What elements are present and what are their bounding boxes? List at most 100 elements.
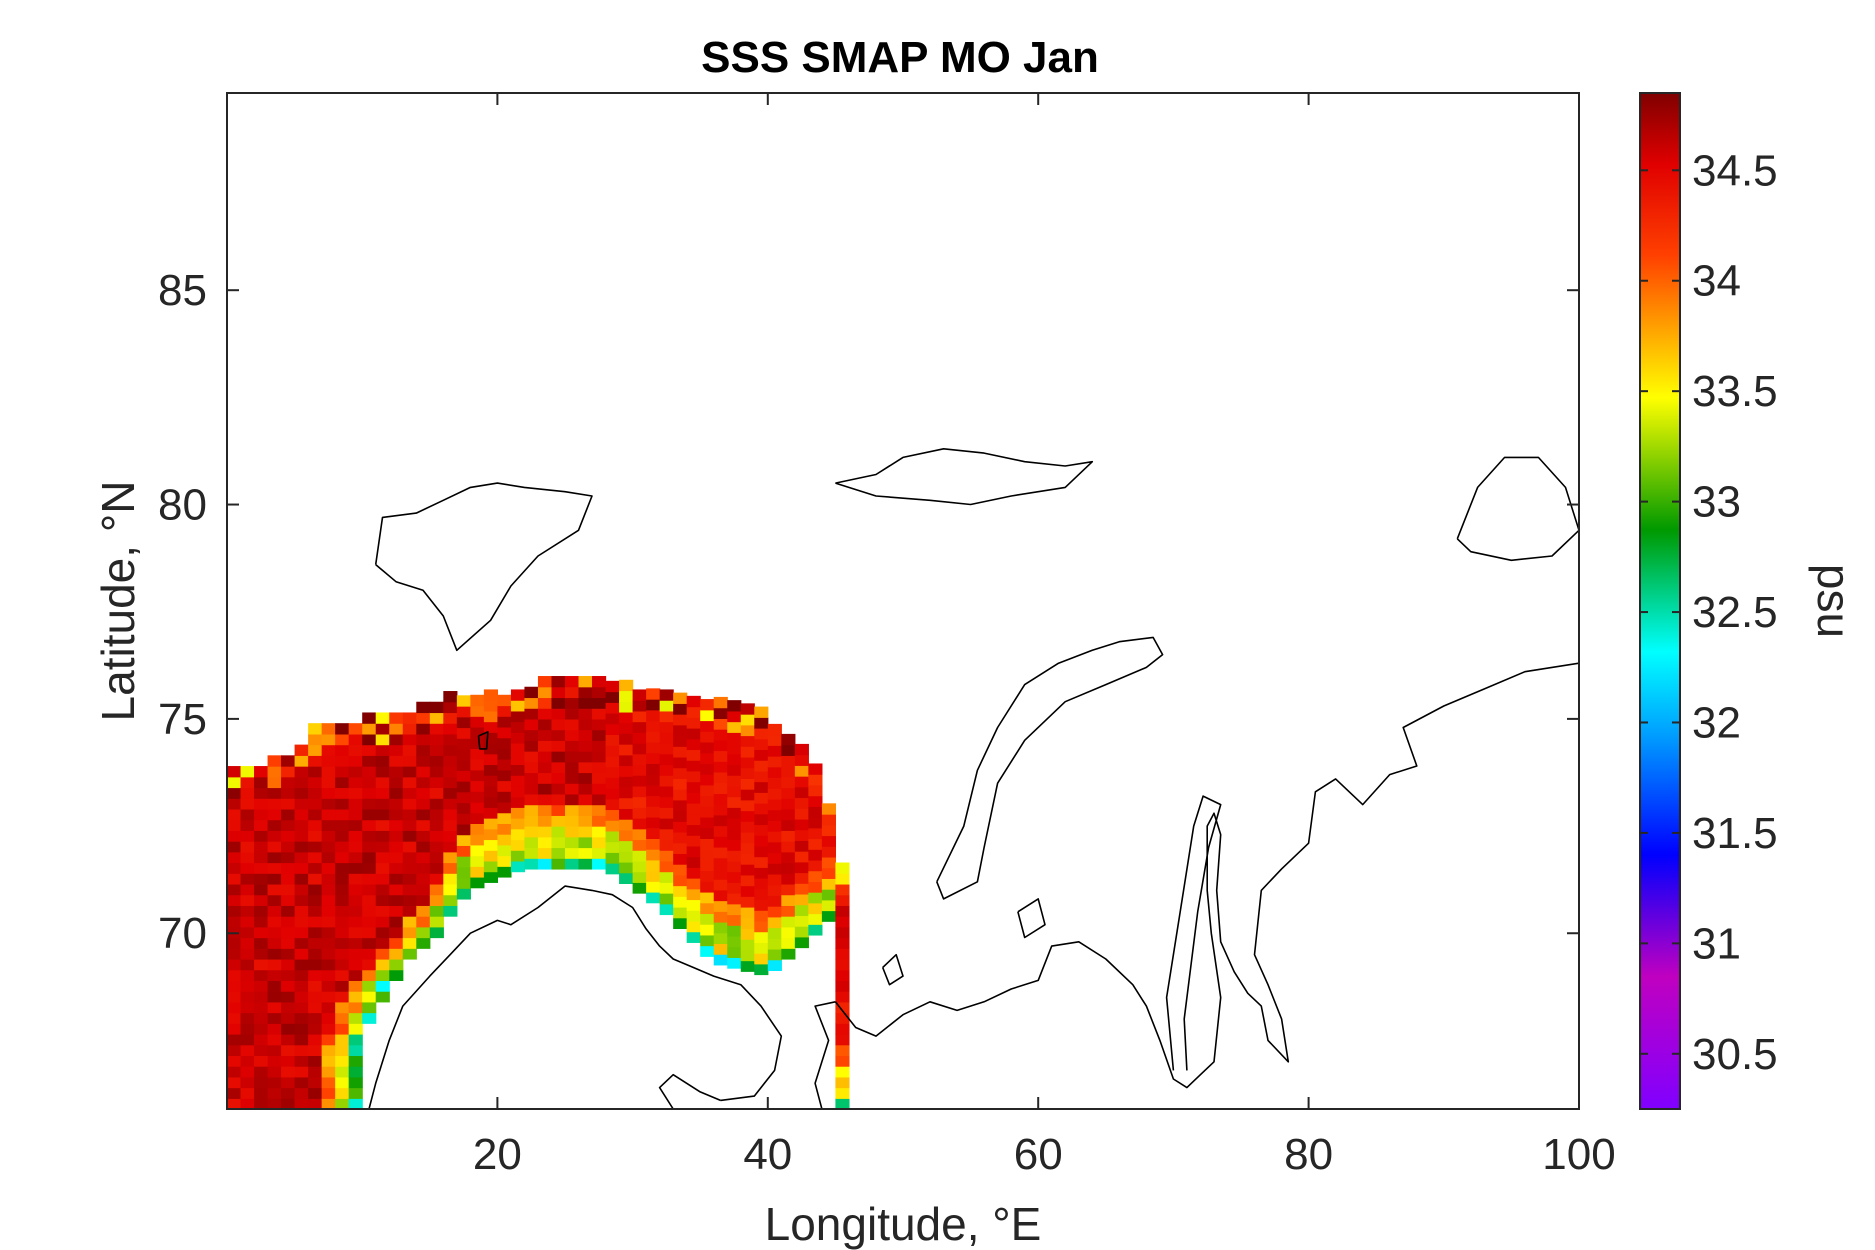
salinity-cell: [227, 862, 242, 874]
salinity-cell: [686, 931, 701, 943]
salinity-cell: [605, 777, 620, 789]
salinity-cell: [443, 691, 458, 703]
salinity-cell: [537, 740, 553, 752]
salinity-cell: [254, 980, 269, 992]
salinity-cell: [740, 821, 755, 833]
salinity-cell: [321, 926, 336, 939]
salinity-cell: [592, 676, 607, 688]
salinity-cell: [429, 830, 444, 842]
salinity-cell: [483, 775, 498, 787]
salinity-cell: [537, 783, 553, 795]
salinity-cell: [294, 1098, 309, 1109]
salinity-cell: [632, 689, 647, 701]
salinity-cell: [294, 1023, 309, 1035]
salinity-cell: [348, 948, 363, 960]
salinity-cell: [227, 808, 242, 821]
salinity-cell: [632, 700, 647, 712]
salinity-cell: [835, 1098, 850, 1109]
salinity-cell: [416, 830, 431, 842]
salinity-cell: [456, 813, 471, 825]
salinity-cell: [646, 709, 661, 722]
salinity-cell: [740, 906, 755, 919]
salinity-cell: [646, 731, 661, 743]
salinity-cell: [754, 728, 769, 740]
salinity-cell: [321, 1044, 336, 1057]
salinity-cell: [294, 1066, 309, 1078]
salinity-cell: [281, 894, 296, 906]
salinity-cell: [335, 905, 350, 917]
salinity-cell: [227, 905, 242, 917]
salinity-cell: [240, 787, 255, 799]
salinity-cell: [483, 689, 498, 701]
x-tick-label: 100: [1542, 1130, 1615, 1179]
salinity-cell: [646, 838, 661, 850]
salinity-cell: [335, 937, 350, 949]
salinity-cell: [632, 807, 647, 819]
salinity-cell: [565, 729, 580, 741]
salinity-cell: [646, 859, 661, 872]
salinity-cell: [686, 878, 701, 890]
salinity-cell: [402, 937, 417, 949]
salinity-cell: [281, 926, 296, 939]
salinity-cell: [375, 948, 390, 960]
salinity-cell: [754, 749, 769, 761]
salinity-cell: [578, 676, 593, 688]
salinity-cell: [456, 770, 471, 782]
salinity-cell: [713, 879, 728, 891]
salinity-cell: [565, 697, 580, 709]
salinity-cell: [551, 708, 566, 720]
salinity-cell: [402, 851, 417, 864]
salinity-cell: [727, 775, 742, 787]
salinity-cell: [254, 1033, 269, 1046]
salinity-cell: [483, 764, 498, 776]
salinity-cell: [456, 706, 471, 718]
colorbar-tick-label: 32.5: [1692, 588, 1778, 637]
salinity-cell: [605, 766, 620, 778]
salinity-heatmap: [227, 676, 850, 1109]
salinity-cell: [456, 866, 471, 879]
salinity-cell: [443, 723, 458, 735]
salinity-cell: [348, 830, 363, 842]
y-tick-label: 70: [158, 909, 207, 958]
salinity-cell: [754, 963, 769, 976]
salinity-cell: [619, 851, 634, 863]
salinity-cell: [254, 937, 269, 949]
salinity-cell: [389, 894, 404, 906]
salinity-cell: [321, 798, 336, 810]
salinity-cell: [632, 753, 647, 766]
salinity-cell: [281, 1066, 296, 1078]
salinity-cell: [254, 830, 269, 842]
salinity-cell: [700, 859, 715, 872]
salinity-cell: [227, 798, 242, 810]
salinity-cell: [416, 808, 431, 821]
salinity-cell: [267, 841, 282, 853]
salinity-cell: [767, 777, 782, 789]
salinity-cell: [632, 850, 647, 862]
salinity-cell: [362, 841, 377, 853]
salinity-cell: [659, 871, 674, 883]
salinity-cell: [767, 798, 782, 811]
salinity-cell: [389, 948, 404, 960]
salinity-cell: [551, 826, 566, 838]
salinity-cell: [551, 847, 566, 859]
salinity-cell: [389, 873, 404, 885]
salinity-cell: [321, 1098, 336, 1109]
salinity-cell: [294, 1087, 309, 1099]
salinity-cell: [294, 755, 309, 767]
salinity-cell: [254, 1076, 269, 1089]
salinity-cell: [443, 733, 458, 746]
y-axis-label: Latitude, °N: [92, 481, 144, 722]
salinity-cell: [686, 706, 701, 718]
salinity-cell: [646, 816, 661, 829]
salinity-cell: [429, 744, 444, 756]
salinity-cell: [821, 899, 836, 912]
salinity-cell: [510, 732, 526, 744]
salinity-cell: [754, 792, 769, 804]
salinity-cell: [673, 885, 688, 897]
salinity-cell: [294, 1076, 309, 1089]
salinity-cell: [294, 841, 309, 853]
salinity-cell: [389, 830, 404, 842]
salinity-cell: [335, 744, 350, 756]
salinity-cell: [700, 795, 715, 807]
salinity-cell: [348, 937, 363, 949]
